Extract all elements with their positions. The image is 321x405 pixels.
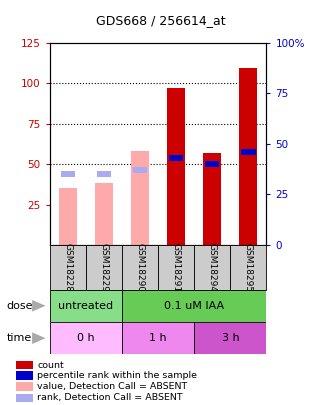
Bar	[205, 161, 220, 167]
Text: GSM18228: GSM18228	[63, 243, 72, 292]
Text: GSM18294: GSM18294	[208, 243, 217, 292]
Polygon shape	[32, 333, 46, 344]
Bar	[16, 361, 33, 369]
Bar	[122, 245, 158, 290]
Bar	[97, 171, 111, 177]
Bar	[59, 188, 77, 245]
Bar	[95, 183, 113, 245]
Bar	[50, 245, 86, 290]
Text: untreated: untreated	[58, 301, 113, 311]
Text: time: time	[6, 333, 32, 343]
Bar	[241, 149, 256, 155]
Bar	[239, 68, 257, 245]
Bar	[50, 322, 122, 354]
Bar	[16, 394, 33, 402]
Text: GSM18290: GSM18290	[135, 243, 144, 292]
Bar	[16, 382, 33, 391]
Bar	[169, 155, 183, 161]
Text: 0 h: 0 h	[77, 333, 95, 343]
Bar	[194, 322, 266, 354]
Text: GSM18291: GSM18291	[172, 243, 181, 292]
Text: 0.1 uM IAA: 0.1 uM IAA	[164, 301, 224, 311]
Bar	[122, 322, 194, 354]
Bar	[230, 245, 266, 290]
Bar	[194, 245, 230, 290]
Text: rank, Detection Call = ABSENT: rank, Detection Call = ABSENT	[37, 394, 183, 403]
Bar	[158, 245, 194, 290]
Bar	[131, 151, 149, 245]
Bar	[16, 371, 33, 380]
Bar	[167, 88, 185, 245]
Text: dose: dose	[6, 301, 33, 311]
Text: value, Detection Call = ABSENT: value, Detection Call = ABSENT	[37, 382, 187, 391]
Text: percentile rank within the sample: percentile rank within the sample	[37, 371, 197, 380]
Text: GSM18229: GSM18229	[100, 243, 108, 292]
Bar	[122, 290, 266, 322]
Polygon shape	[32, 300, 46, 311]
Text: GSM18295: GSM18295	[244, 243, 253, 292]
Text: count: count	[37, 360, 64, 369]
Text: 1 h: 1 h	[149, 333, 167, 343]
Bar	[50, 290, 122, 322]
Text: GDS668 / 256614_at: GDS668 / 256614_at	[96, 14, 225, 27]
Text: 3 h: 3 h	[221, 333, 239, 343]
Bar	[203, 153, 221, 245]
Bar	[133, 167, 147, 173]
Bar	[86, 245, 122, 290]
Bar	[61, 171, 75, 177]
